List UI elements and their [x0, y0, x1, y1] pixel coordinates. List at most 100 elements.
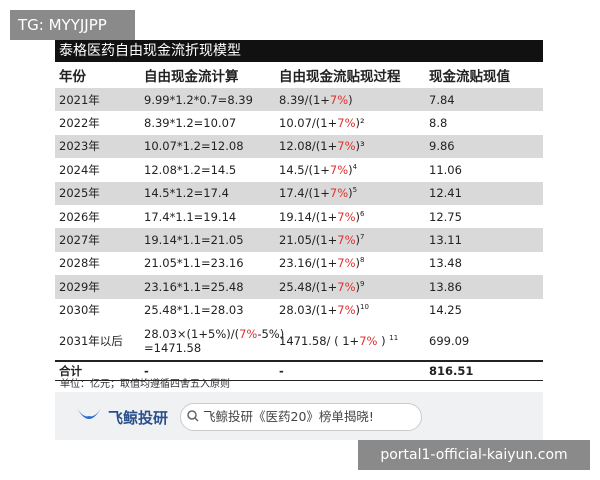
value-cell: 9.86: [429, 139, 455, 154]
text-segment: 7%: [337, 303, 356, 318]
text-segment: ): [355, 233, 361, 248]
text-segment: 23.16/(1+: [279, 256, 338, 271]
text-segment: 17.4/(1+: [279, 186, 330, 201]
text-segment: 21.05/(1+: [279, 233, 338, 248]
text-segment: ): [355, 303, 361, 318]
header-cell: 现金流贴现值: [429, 69, 510, 85]
calc-cell: 12.08*1.2=14.5: [140, 163, 275, 177]
text-segment: ): [348, 162, 353, 177]
note: 单位：亿元；取值均遵循四舍五入原则: [60, 379, 230, 390]
text-segment: 10.07/(1+: [279, 116, 338, 131]
discount-cell: 1471.58/ ( 1+7% ) 11: [275, 334, 425, 348]
text-segment: 8.39*1.2=10.07: [144, 116, 237, 131]
text-segment: 19.14/(1+: [279, 209, 338, 224]
text-segment: 11: [389, 334, 399, 343]
year-cell: 2026年: [59, 209, 100, 224]
year-cell: 2028年: [59, 256, 100, 271]
value-cell: 12.75: [429, 209, 462, 224]
text-segment: 8: [360, 256, 365, 265]
text-segment: 1471.58/ ( 1+: [279, 333, 360, 348]
discount-cell: 23.16/(1+7%)8: [275, 256, 425, 270]
text-segment: 19.14*1.1=21.05: [144, 233, 244, 248]
table-row: 2029年 23.16*1.1=25.48 25.48/(1+7%)9 13.86: [55, 275, 543, 299]
year-cell: 2025年: [59, 186, 100, 201]
text-segment: 5: [352, 186, 358, 195]
text-segment: ): [355, 209, 361, 224]
table-row: 2031年以后 28.03×(1+5%)/(7%-5%) =1471.58 1471.…: [55, 322, 543, 360]
discount-cell: 14.5/(1+7%)4: [275, 163, 425, 177]
search-box[interactable]: 飞鲸投研《医药20》榜单揭晓!: [180, 403, 422, 431]
header-row: 年份 自由现金流计算 自由现金流贴现过程 现金流贴现值: [55, 62, 543, 88]
calc-cell: 14.5*1.2=17.4: [140, 186, 275, 200]
value-cell: 8.8: [429, 116, 448, 131]
discount-cell: 19.14/(1+7%)6: [275, 210, 425, 224]
year-cell: 2027年: [59, 233, 100, 248]
discount-cell: 28.03/(1+7%)10: [275, 303, 425, 317]
year-cell: 2023年: [59, 139, 100, 154]
text-segment: 23.16*1.1=25.48: [144, 279, 244, 294]
tag: TG: MYYJJPP: [10, 10, 135, 40]
table-title: 泰格医药自由现金流折现模型: [55, 40, 543, 62]
calc-cell: 10.07*1.2=12.08: [140, 139, 275, 153]
text-segment: 7%: [239, 326, 258, 341]
header-cell: 年份: [59, 69, 86, 85]
search-icon: [187, 410, 199, 422]
text-segment: 9: [360, 279, 365, 288]
calc-cell: 8.39*1.2=10.07: [140, 116, 275, 130]
calc-cell: 23.16*1.1=25.48: [140, 280, 275, 294]
discount-cell: 17.4/(1+7%)5: [275, 186, 425, 200]
calc-cell: 17.4*1.1=19.14: [140, 210, 275, 224]
value-cell: 13.11: [429, 233, 462, 248]
text-segment: 7: [360, 233, 365, 242]
year-cell: 2022年: [59, 116, 100, 131]
text-segment: 25.48*1.1=28.03: [144, 303, 244, 318]
text-segment: =1471.58: [144, 340, 202, 355]
text-segment: 12.08/(1+: [279, 139, 338, 154]
total-cell: 816.51: [429, 363, 474, 378]
table-row: 2024年 12.08*1.2=14.5 14.5/(1+7%)4 11.06: [55, 158, 543, 181]
text-segment: 6: [360, 209, 365, 218]
text-segment: 7%: [329, 92, 349, 107]
table-row: 2028年 21.05*1.1=23.16 23.16/(1+7%)8 13.48: [55, 252, 543, 275]
year-cell: 2024年: [59, 162, 100, 177]
text-segment: 21.05*1.1=23.16: [144, 256, 244, 271]
text-segment: 9.99*1.2*0.7=8.39: [144, 92, 253, 107]
text-segment: 7%: [337, 139, 356, 154]
calc-cell: 28.03×(1+5%)/(7%-5%) =1471.58: [140, 326, 284, 355]
brand: 飞鲸投研: [108, 409, 169, 427]
discount-cell: 8.39/(1+7%): [275, 93, 425, 107]
total-cell: -: [144, 363, 149, 378]
total-row: 合计 - - 816.51: [55, 359, 543, 381]
calc-cell: 9.99*1.2*0.7=8.39: [140, 93, 275, 107]
calc-cell: 25.48*1.1=28.03: [140, 303, 275, 317]
value-cell: 13.48: [429, 256, 462, 271]
table-row: 2030年 25.48*1.1=28.03 28.03/(1+7%)10 14.25: [55, 299, 543, 322]
text-segment: 7%: [329, 186, 349, 201]
text-segment: -5%): [257, 326, 285, 341]
value-cell: 14.25: [429, 303, 462, 318]
table-row: 2025年 14.5*1.2=17.4 17.4/(1+7%)5 12.41: [55, 181, 543, 205]
text-segment: ): [377, 333, 390, 348]
text-segment: 7%: [337, 209, 356, 224]
table-row: 2023年 10.07*1.2=12.08 12.08/(1+7%)³ 9.86: [55, 134, 543, 159]
text-segment: )²: [355, 116, 365, 131]
text-segment: ): [355, 279, 361, 294]
text-segment: 7%: [359, 333, 378, 348]
value-cell: 7.84: [429, 92, 455, 107]
table-row: 2022年 8.39*1.2=10.07 10.07/(1+7%)² 8.8: [55, 111, 543, 134]
logo: [77, 408, 101, 419]
text-segment: 10.07*1.2=12.08: [144, 139, 244, 154]
text-segment: 17.4*1.1=19.14: [144, 209, 237, 224]
year-cell: 2031年以后: [59, 333, 123, 348]
value-cell: 11.06: [429, 162, 462, 177]
discount-cell: 21.05/(1+7%)7: [275, 233, 425, 247]
text-segment: 14.5*1.2=17.4: [144, 186, 229, 201]
discount-cell: 10.07/(1+7%)²: [275, 116, 425, 130]
discount-cell: 25.48/(1+7%)9: [275, 280, 425, 294]
header-cell: 自由现金流计算: [144, 69, 239, 85]
text-segment: 25.48/(1+: [279, 279, 338, 294]
text-segment: 7%: [337, 233, 356, 248]
table-row: 2027年 19.14*1.1=21.05 21.05/(1+7%)7 13.11: [55, 228, 543, 252]
total-cell: -: [279, 363, 284, 378]
text-segment: ): [348, 186, 353, 201]
